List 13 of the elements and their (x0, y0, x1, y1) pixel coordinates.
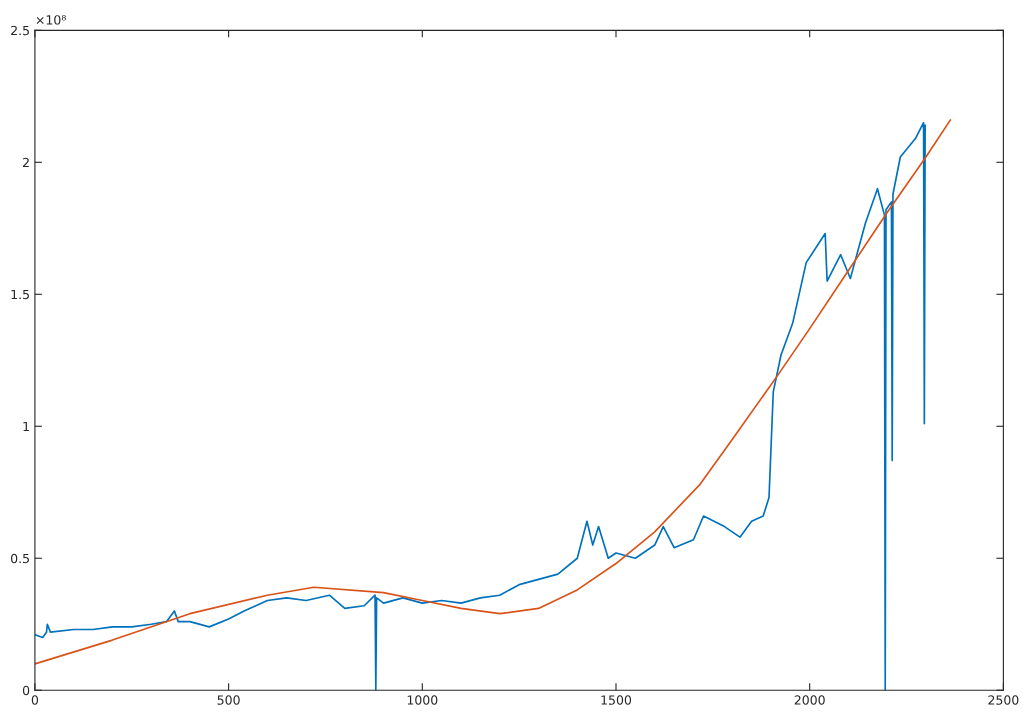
x-tick-label: 1000 (407, 695, 438, 705)
y-tick-label: 2 (23, 157, 29, 168)
x-tick-label: 0 (31, 695, 39, 705)
text: ×10⁸ (36, 15, 66, 25)
x-tick-label: 2000 (794, 695, 825, 705)
x-tick-label: 1500 (601, 695, 632, 705)
y-tick-label: 1.5 (11, 289, 29, 300)
y-tick-label: 0.5 (11, 553, 29, 564)
x-tick-label: 500 (217, 695, 240, 705)
y-tick-label: 0 (22, 685, 30, 696)
y-tick-label: 2.5 (11, 25, 29, 36)
x-tick-label: 2500 (988, 695, 1019, 705)
y-tick-label: 1 (23, 421, 29, 432)
